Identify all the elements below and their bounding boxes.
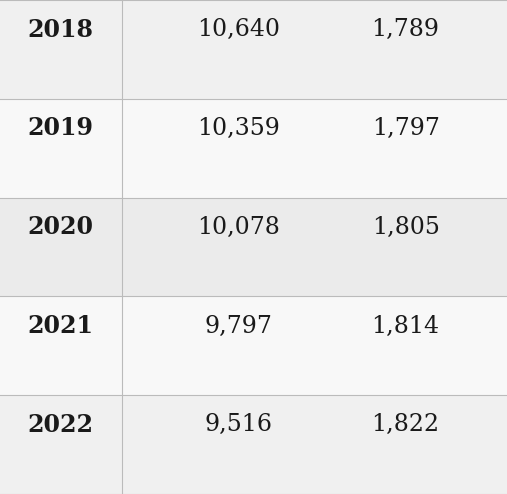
Text: 2018: 2018 xyxy=(28,18,94,41)
Text: 9,797: 9,797 xyxy=(204,315,272,337)
Text: 1,797: 1,797 xyxy=(372,117,440,140)
Text: 9,516: 9,516 xyxy=(204,413,272,436)
Bar xyxy=(0,296,507,395)
Bar xyxy=(0,198,507,296)
Text: 2019: 2019 xyxy=(28,117,94,140)
Text: 1,822: 1,822 xyxy=(372,413,440,436)
Text: 1,789: 1,789 xyxy=(372,18,440,41)
Text: 2020: 2020 xyxy=(28,215,94,239)
Text: 2021: 2021 xyxy=(28,314,94,338)
Text: 10,640: 10,640 xyxy=(197,18,280,41)
Text: 10,078: 10,078 xyxy=(197,216,280,239)
Bar xyxy=(0,395,507,494)
Bar xyxy=(0,0,507,99)
Text: 1,805: 1,805 xyxy=(372,216,440,239)
Text: 1,814: 1,814 xyxy=(372,315,440,337)
Text: 10,359: 10,359 xyxy=(197,117,280,140)
Bar xyxy=(0,99,507,198)
Text: 2022: 2022 xyxy=(28,413,94,437)
